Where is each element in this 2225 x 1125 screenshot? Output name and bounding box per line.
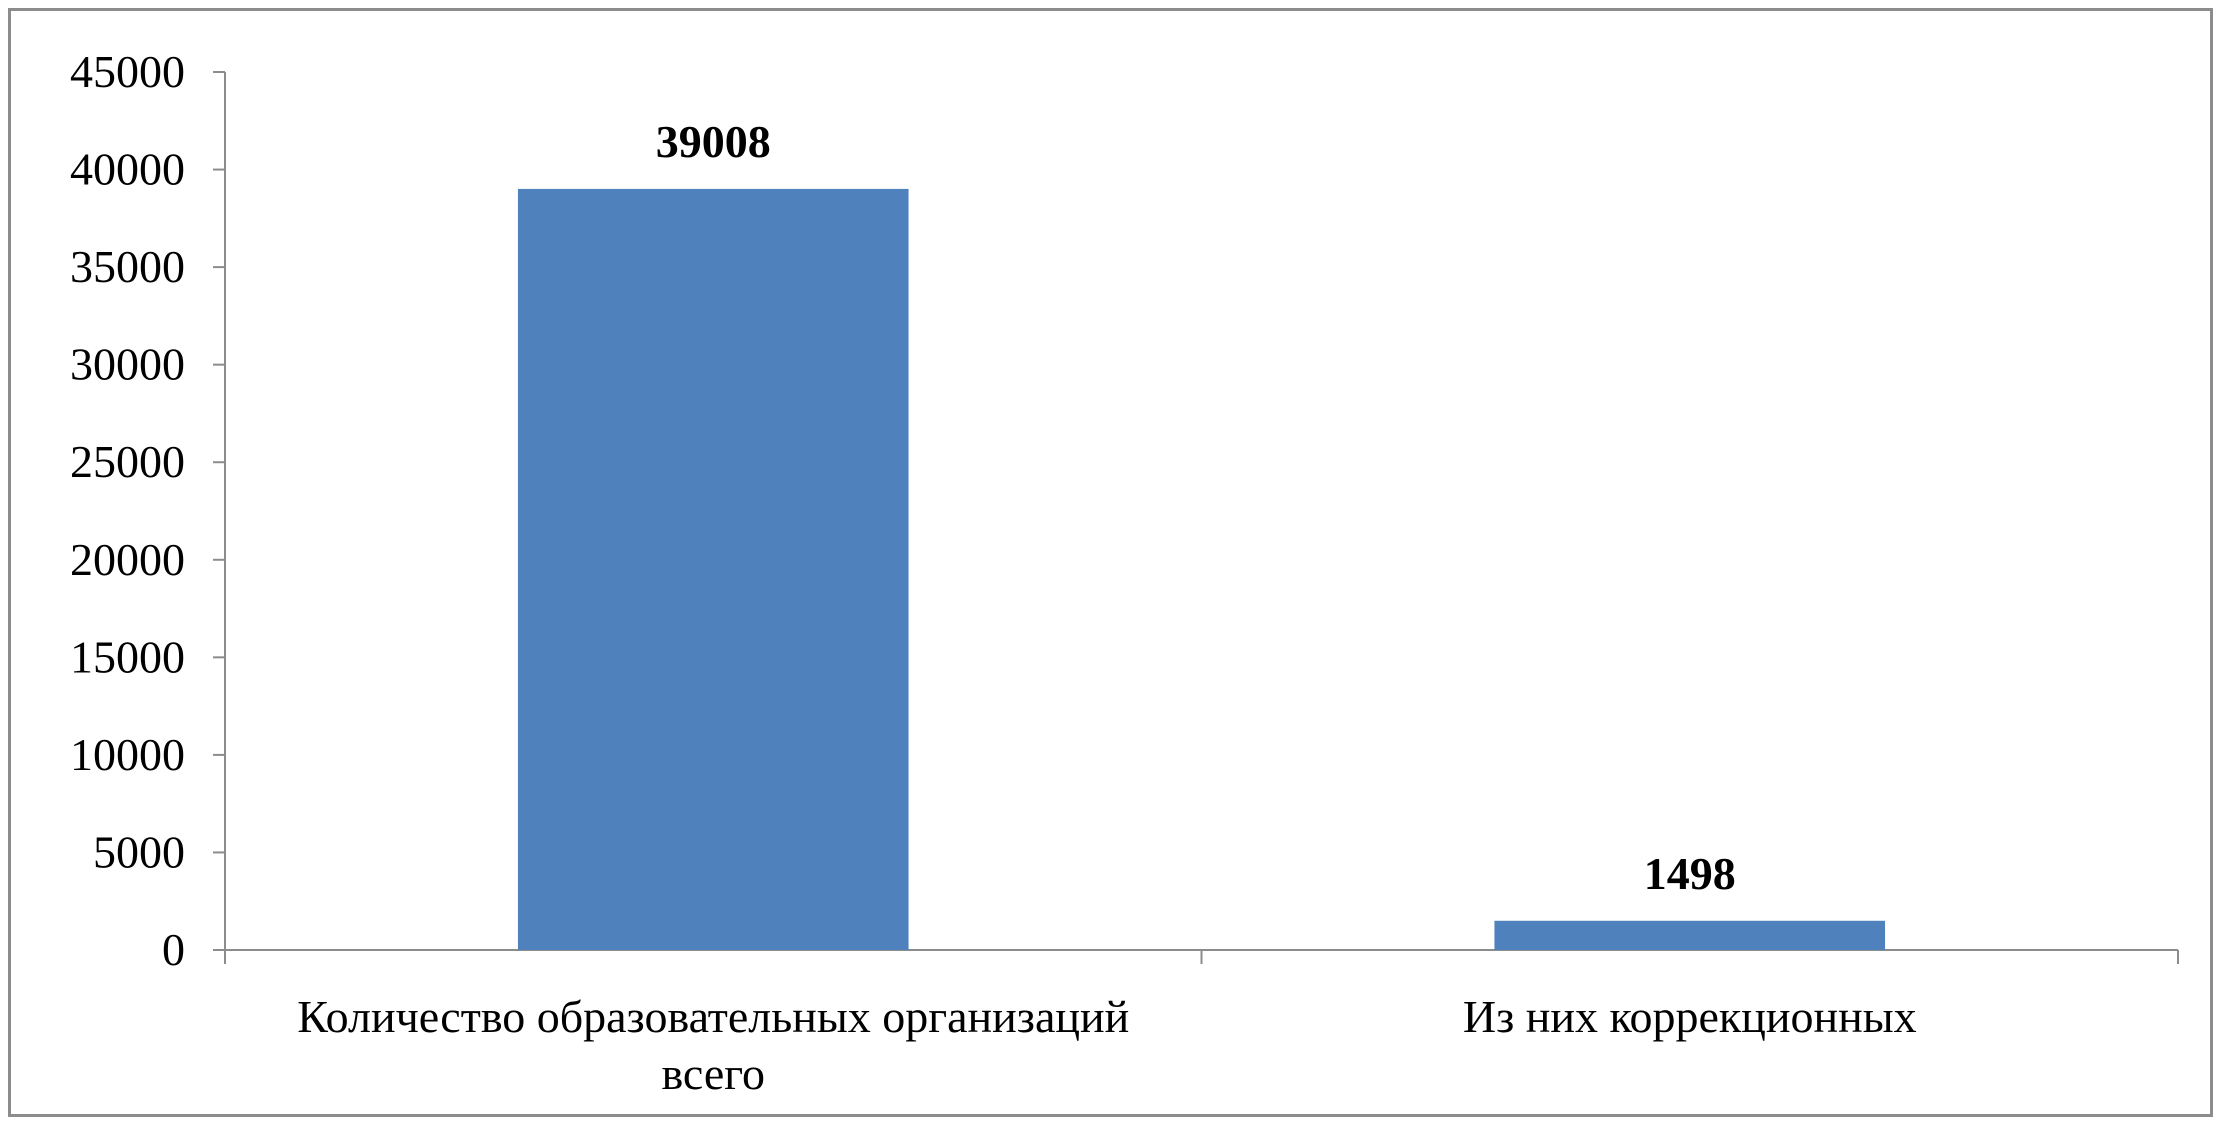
category-label: Из них коррекционных <box>1463 991 1917 1042</box>
y-tick-label: 25000 <box>70 436 185 487</box>
y-tick-label: 5000 <box>93 826 185 877</box>
data-labels: 39008 1498 <box>656 116 1736 899</box>
y-tick-label: 15000 <box>70 631 185 682</box>
x-axis <box>224 949 2179 964</box>
bar <box>517 188 909 950</box>
bar <box>1494 920 1886 950</box>
y-tick-label: 10000 <box>70 729 185 780</box>
y-axis: 0 5000 10000 15000 20000 25000 30000 35000 40000… <box>70 46 226 975</box>
y-tick-label: 0 <box>162 924 185 975</box>
category-label-line: Из них коррекционных <box>1463 991 1917 1042</box>
data-label: 1498 <box>1644 848 1736 899</box>
y-tick-label: 45000 <box>70 46 185 97</box>
category-label-line: всего <box>661 1048 765 1099</box>
data-label: 39008 <box>656 116 771 167</box>
y-tick-label: 35000 <box>70 241 185 292</box>
y-tick-label: 30000 <box>70 339 185 390</box>
y-tick-label: 20000 <box>70 534 185 585</box>
category-label-line: Количество образовательных организаций <box>297 991 1129 1042</box>
category-label: Количество образовательных организаций вс… <box>297 991 1129 1099</box>
bars <box>517 188 1886 950</box>
y-tick-label: 40000 <box>70 144 185 195</box>
category-labels: Количество образовательных организаций вс… <box>297 991 1916 1099</box>
